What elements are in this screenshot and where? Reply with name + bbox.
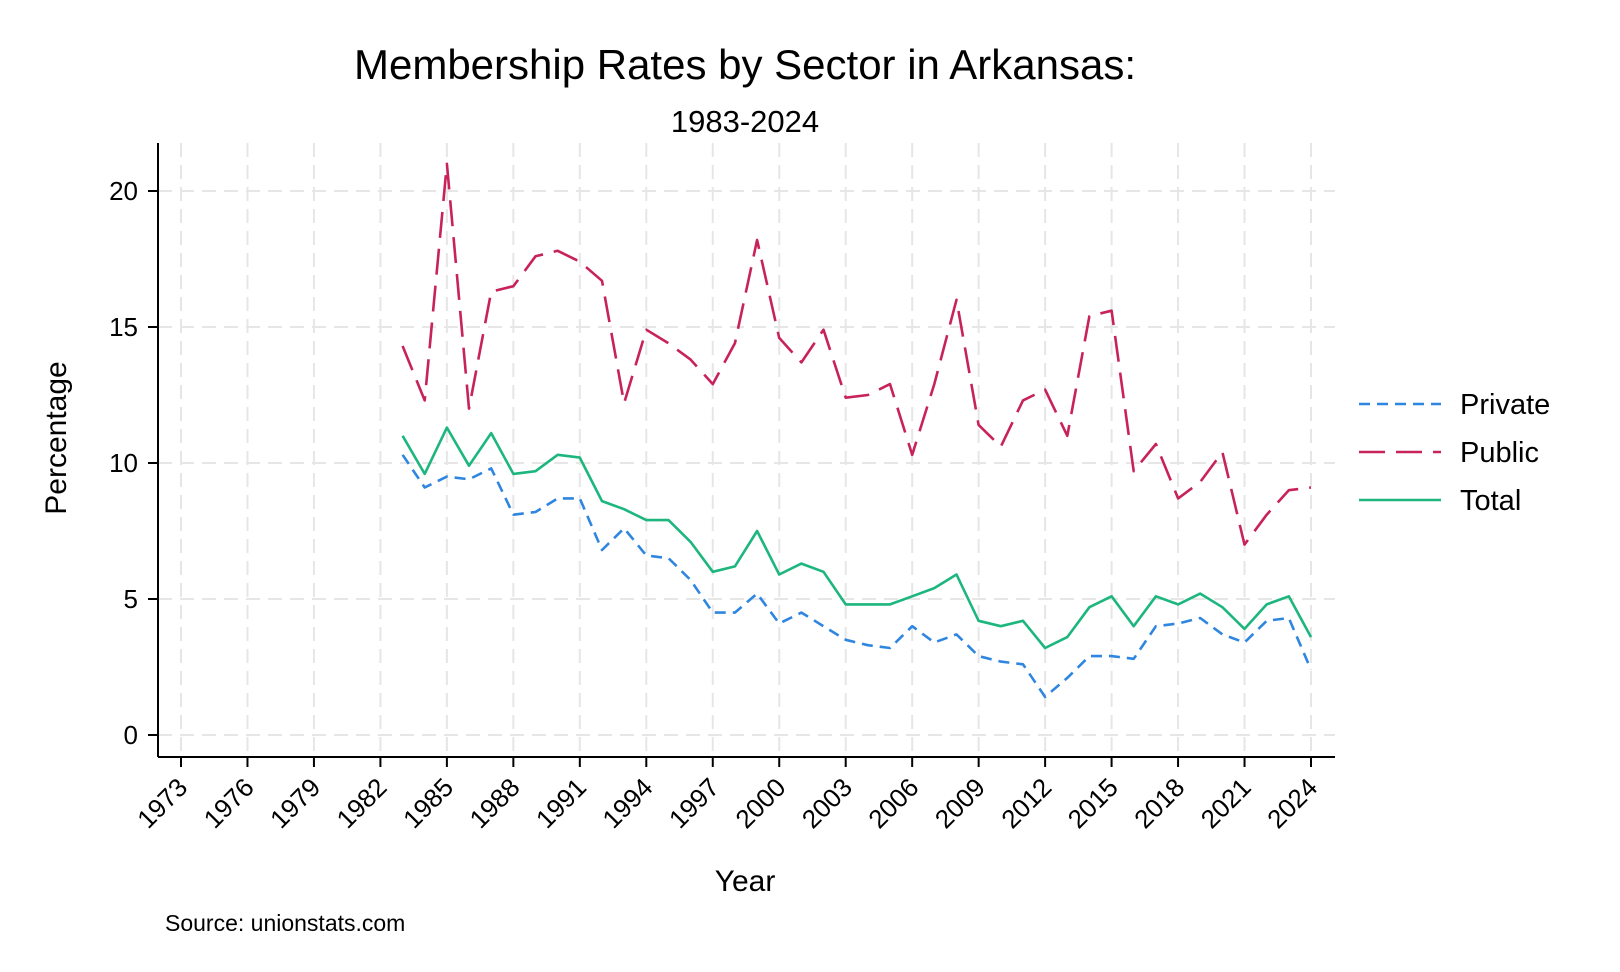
series-line-private	[401, 454, 1313, 699]
legend-label-public: Public	[1460, 437, 1539, 469]
y-tick-label: 0	[124, 720, 138, 750]
y-tick-label: 15	[109, 312, 138, 342]
x-tick-label: 1985	[397, 772, 459, 834]
x-tick-label: 2009	[929, 772, 991, 834]
chart-subtitle: 1983-2024	[671, 104, 819, 139]
x-tick-label: 2018	[1128, 772, 1190, 834]
series-layer	[401, 162, 1313, 699]
series-line-total	[401, 426, 1313, 650]
x-tick-label: 1997	[663, 772, 725, 834]
x-tick-label: 1991	[530, 772, 592, 834]
y-axis-label: Percentage	[40, 361, 73, 514]
x-tick-label: 1988	[463, 772, 525, 834]
series-line-public	[401, 162, 1312, 546]
x-tick-label: 2021	[1195, 772, 1257, 834]
axis-layer: 0 5 10 15 20 1973 1976 1979 1982 1985 1988 1991 1994…	[109, 143, 1335, 834]
y-tick-label: 20	[109, 176, 138, 206]
grid-layer	[158, 143, 1335, 757]
x-tick-label: 1982	[331, 772, 393, 834]
x-tick-label: 2003	[796, 772, 858, 834]
y-tick-label: 5	[124, 584, 138, 614]
x-axis-label: Year	[715, 865, 776, 898]
y-tick-label: 10	[109, 448, 138, 478]
source-note: Source: unionstats.com	[165, 910, 405, 936]
x-tick-label: 1976	[198, 772, 260, 834]
x-tick-label: 2000	[729, 772, 791, 834]
x-tick-label: 2012	[995, 772, 1057, 834]
x-tick-label: 2015	[1062, 772, 1124, 834]
legend-label-private: Private	[1460, 389, 1550, 421]
x-tick-label: 2024	[1261, 772, 1323, 834]
x-tick-label: 2006	[862, 772, 924, 834]
chart-title: Membership Rates by Sector in Arkansas:	[354, 41, 1136, 88]
x-tick-label: 1979	[264, 772, 326, 834]
legend: Private Public Total	[1359, 389, 1550, 517]
x-tick-label: 1994	[596, 772, 658, 834]
legend-label-total: Total	[1460, 485, 1521, 517]
x-tick-label: 1973	[131, 772, 193, 834]
